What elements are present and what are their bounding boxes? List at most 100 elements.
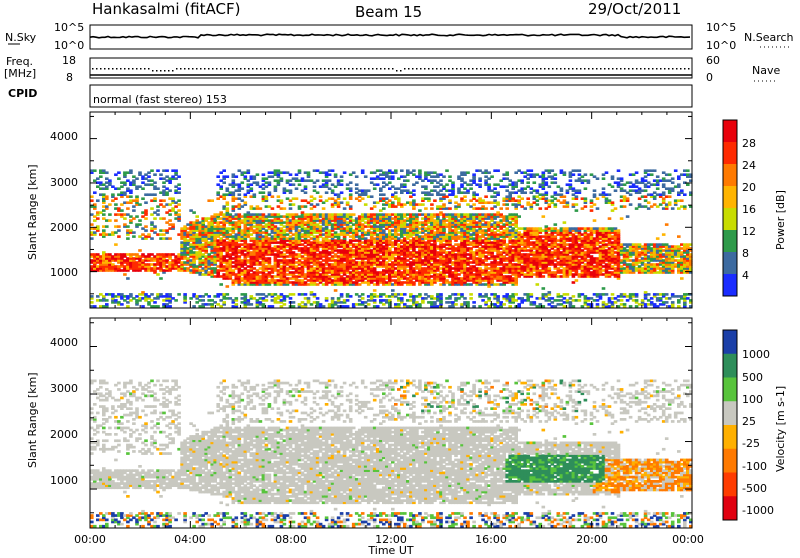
power-cell [162, 217, 166, 220]
power-cell [135, 195, 139, 198]
power-cell [162, 269, 166, 272]
power-cell [367, 189, 371, 192]
power-cell [141, 187, 145, 190]
power-cell [232, 179, 236, 182]
freq-dot [604, 68, 606, 70]
freq-dot [228, 68, 230, 70]
power-cell [430, 193, 434, 196]
power-cell [108, 203, 112, 206]
power-cell [331, 189, 335, 192]
power-cell [355, 175, 359, 178]
power-cell [150, 293, 154, 296]
power-cell [436, 173, 440, 176]
power-cell [349, 295, 353, 298]
nsky-trace [90, 34, 690, 38]
freq-dot [472, 68, 474, 70]
power-cell [129, 169, 133, 172]
power-cell [210, 199, 214, 202]
power-cell [253, 271, 257, 274]
freq-dot [536, 68, 538, 70]
power-cell [162, 205, 166, 208]
freq-dot [236, 68, 238, 70]
power-heatmap [90, 169, 693, 307]
power-cell [90, 301, 94, 304]
freq-dot [364, 68, 366, 70]
power-cell [174, 299, 178, 302]
power-cell [126, 207, 130, 210]
power-cell [397, 197, 401, 200]
power-cell [466, 189, 470, 192]
freq-dot [288, 68, 290, 70]
power-cell [162, 237, 166, 240]
power-cell [313, 301, 317, 304]
freq-dot [488, 68, 490, 70]
power-cell [216, 191, 220, 194]
power-cell [226, 293, 230, 296]
power-cell [463, 195, 467, 198]
power-cell [406, 269, 410, 272]
power-cell [262, 303, 266, 306]
power-cell [132, 199, 136, 202]
freq-dot [308, 68, 310, 70]
freq-dot [376, 68, 378, 70]
power-cell [307, 171, 311, 174]
power-cell [340, 293, 344, 296]
freq-dot [348, 68, 350, 70]
freq-dot [108, 68, 110, 70]
power-cell [334, 173, 338, 176]
freq-dot [336, 68, 338, 70]
freq-dot [156, 70, 158, 72]
power-cell [108, 213, 112, 216]
power-cell [268, 181, 272, 184]
power-cell [138, 249, 142, 252]
power-cell [436, 185, 440, 188]
power-cell [108, 219, 112, 222]
power-cell [466, 213, 470, 216]
power-cell [289, 297, 293, 300]
freq-dot [216, 68, 218, 70]
freq-dot [172, 70, 174, 72]
power-cell [355, 183, 359, 186]
power-cell [168, 305, 172, 308]
freq-dot [552, 68, 554, 70]
cpid-mode-text: normal (fast stereo) 153 [93, 93, 227, 106]
freq-dot [520, 68, 522, 70]
freq-dot [512, 68, 514, 70]
power-cell [162, 295, 166, 298]
power-cell [280, 199, 284, 202]
power-cell [126, 305, 130, 308]
power-cell [244, 175, 248, 178]
power-cell [382, 193, 386, 196]
freq-dot [292, 68, 294, 70]
power-cell [472, 305, 476, 308]
power-cell [376, 305, 380, 308]
freq-dot [504, 68, 506, 70]
power-cell [177, 191, 181, 194]
power-cell [171, 223, 175, 226]
freq-dot [268, 68, 270, 70]
power-cell [120, 303, 124, 306]
power-cell [469, 187, 473, 190]
power-cell [256, 181, 260, 184]
power-cell [90, 199, 94, 202]
power-cell [114, 243, 118, 246]
freq-dot [420, 68, 422, 70]
power-cell [114, 197, 118, 200]
power-cell [268, 257, 272, 260]
freq-dot [128, 68, 130, 70]
power-cell [376, 169, 380, 172]
power-cell [162, 229, 166, 232]
power-cell [448, 199, 452, 202]
power-cell [135, 177, 139, 180]
power-cell [418, 209, 422, 212]
power-cell [391, 175, 395, 178]
power-cell [277, 195, 281, 198]
power-cell [418, 169, 422, 172]
power-cell [298, 183, 302, 186]
power-cell [120, 209, 124, 212]
power-cell [144, 225, 148, 228]
nsky-left-tick-top: 10^5 [54, 21, 84, 34]
freq-dot [408, 68, 410, 70]
power-cell [289, 173, 293, 176]
freq-dot [524, 68, 526, 70]
